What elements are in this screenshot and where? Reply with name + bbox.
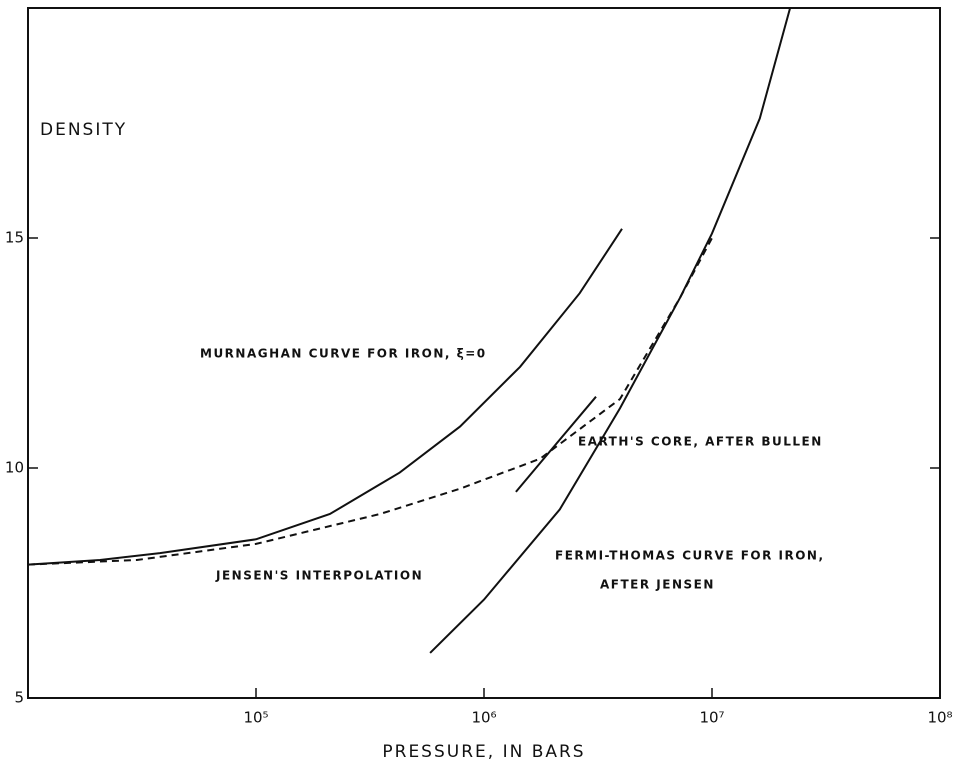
x-tick-label: 10⁸: [927, 709, 952, 727]
annotation: FERMI-THOMAS CURVE FOR IRON,: [555, 549, 825, 563]
x-tick-label: 10⁵: [243, 709, 268, 727]
annotation: MURNAGHAN CURVE FOR IRON, ξ=0: [200, 347, 487, 361]
annotation: JENSEN'S INTERPOLATION: [215, 569, 423, 583]
x-axis-label: PRESSURE, IN BARS: [382, 742, 585, 762]
y-tick-label: 15: [5, 229, 24, 247]
x-tick-label: 10⁶: [471, 709, 496, 727]
curve: [27, 228, 623, 566]
x-tick-label: 10⁷: [699, 709, 724, 727]
curve: [429, 7, 792, 654]
y-tick-label: 5: [14, 689, 24, 707]
y-axis-label: DENSITY: [40, 120, 127, 140]
y-tick-label: 10: [5, 459, 24, 477]
annotation: AFTER JENSEN: [600, 578, 715, 592]
curve: [27, 237, 713, 566]
curve: [515, 396, 597, 493]
annotation: EARTH'S CORE, AFTER BULLEN: [578, 435, 823, 449]
